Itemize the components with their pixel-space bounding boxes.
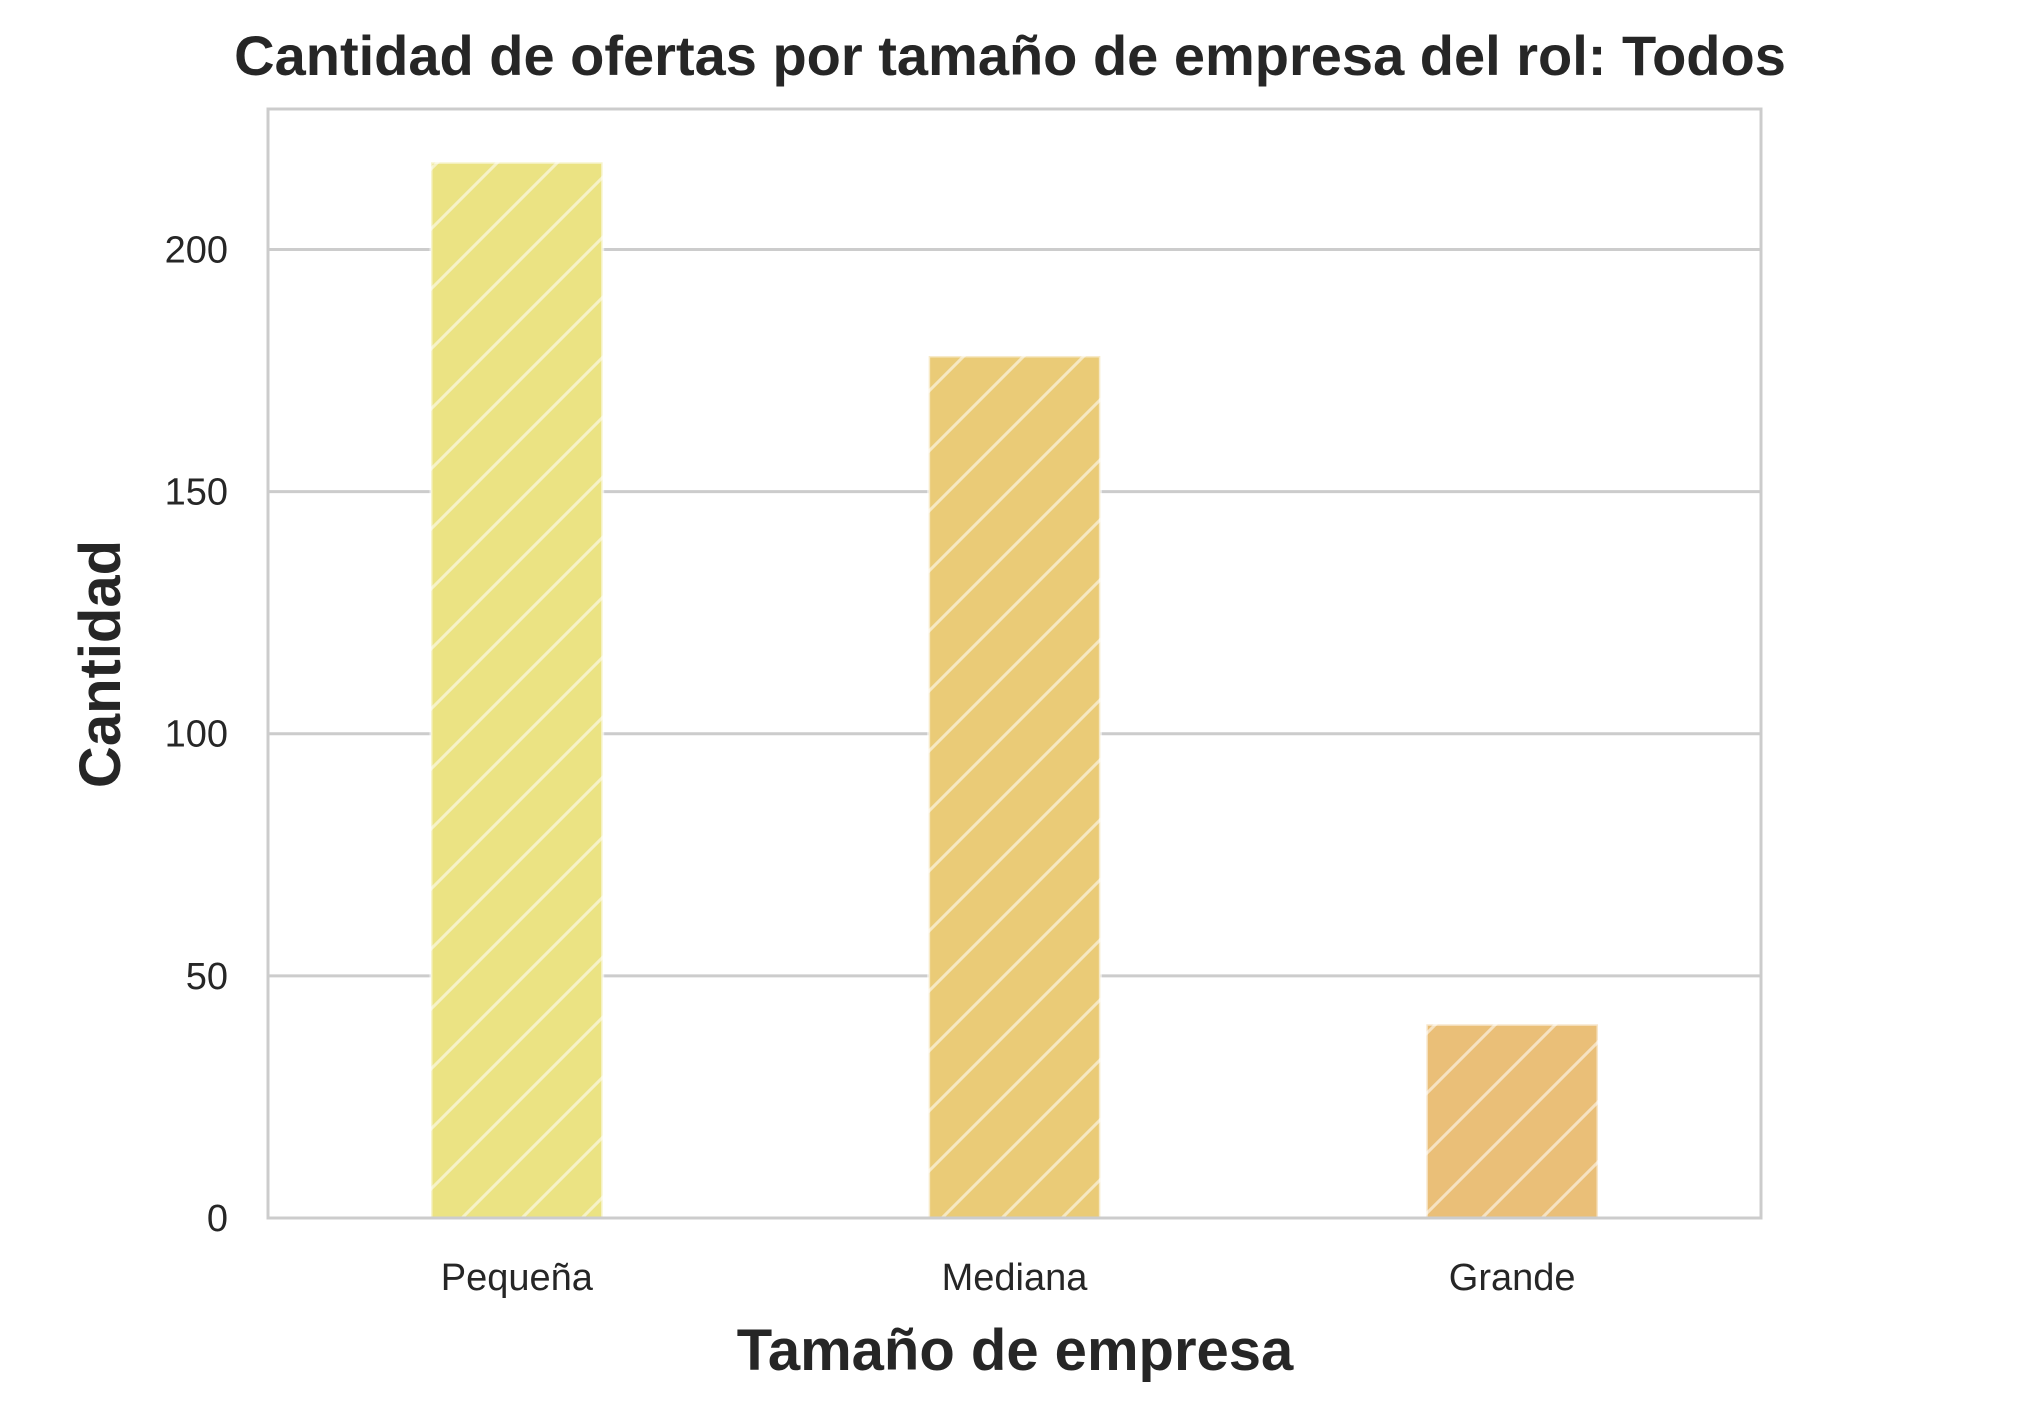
y-axis-label: Cantidad — [68, 540, 133, 788]
y-tick-label: 200 — [165, 229, 228, 271]
plot-frame — [266, 107, 1763, 1220]
chart-title: Cantidad de ofertas por tamaño de empres… — [234, 24, 1786, 87]
y-tick-label: 150 — [165, 472, 228, 514]
x-tick-label: Mediana — [942, 1257, 1089, 1299]
x-tick-label: Grande — [1449, 1257, 1576, 1299]
x-axis-label: Tamaño de empresa — [737, 1318, 1294, 1383]
bars — [429, 160, 1600, 1220]
y-tick-label: 0 — [207, 1198, 228, 1240]
bar-hatch — [927, 354, 1102, 1220]
y-tick-label: 50 — [186, 956, 228, 998]
bar-hatch — [1424, 1022, 1600, 1220]
x-tick-label: Pequeña — [441, 1257, 594, 1299]
x-tick-labels: Pequeña Mediana Grande — [441, 1257, 1576, 1299]
bar-hatch — [429, 160, 605, 1220]
y-tick-labels: 0 50 100 150 200 — [165, 229, 228, 1240]
y-tick-label: 100 — [165, 714, 228, 756]
